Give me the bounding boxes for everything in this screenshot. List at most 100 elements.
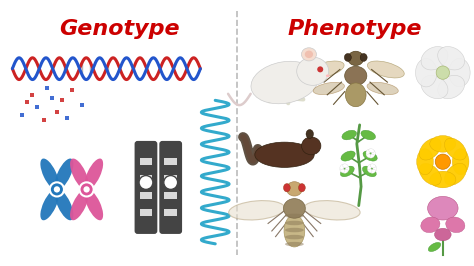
Ellipse shape bbox=[341, 151, 355, 161]
Ellipse shape bbox=[419, 138, 441, 160]
Bar bbox=[139, 158, 153, 165]
Bar bbox=[42, 118, 46, 122]
Ellipse shape bbox=[438, 75, 465, 99]
Ellipse shape bbox=[285, 228, 304, 232]
Ellipse shape bbox=[363, 166, 376, 177]
Ellipse shape bbox=[373, 166, 377, 171]
Ellipse shape bbox=[421, 75, 448, 99]
Ellipse shape bbox=[369, 149, 374, 153]
Ellipse shape bbox=[367, 82, 398, 95]
Ellipse shape bbox=[306, 130, 313, 138]
Ellipse shape bbox=[361, 130, 375, 140]
Bar bbox=[25, 100, 29, 104]
Ellipse shape bbox=[285, 214, 304, 218]
Circle shape bbox=[53, 186, 61, 193]
Circle shape bbox=[436, 66, 449, 79]
Bar bbox=[164, 175, 177, 182]
Ellipse shape bbox=[452, 149, 469, 175]
FancyBboxPatch shape bbox=[159, 141, 182, 234]
Ellipse shape bbox=[421, 47, 448, 70]
Ellipse shape bbox=[284, 215, 305, 247]
Ellipse shape bbox=[369, 154, 374, 158]
Ellipse shape bbox=[370, 164, 376, 168]
Bar bbox=[35, 105, 39, 109]
Ellipse shape bbox=[370, 169, 376, 173]
Ellipse shape bbox=[55, 189, 73, 220]
Circle shape bbox=[139, 176, 153, 189]
Ellipse shape bbox=[228, 201, 285, 220]
Bar bbox=[20, 113, 24, 117]
Ellipse shape bbox=[40, 189, 59, 220]
Ellipse shape bbox=[343, 169, 348, 173]
Ellipse shape bbox=[435, 228, 451, 241]
Ellipse shape bbox=[283, 184, 290, 192]
Ellipse shape bbox=[301, 137, 321, 155]
Ellipse shape bbox=[366, 152, 371, 158]
Bar bbox=[139, 175, 153, 182]
Bar bbox=[55, 110, 59, 114]
Ellipse shape bbox=[286, 182, 302, 196]
Ellipse shape bbox=[363, 151, 377, 161]
Ellipse shape bbox=[446, 217, 465, 232]
Ellipse shape bbox=[445, 138, 466, 160]
Ellipse shape bbox=[416, 59, 437, 87]
Ellipse shape bbox=[344, 53, 351, 61]
Ellipse shape bbox=[70, 159, 89, 190]
Bar bbox=[45, 86, 49, 90]
Ellipse shape bbox=[430, 136, 456, 152]
Bar bbox=[70, 89, 74, 92]
Bar bbox=[139, 209, 153, 216]
Ellipse shape bbox=[301, 48, 317, 61]
Ellipse shape bbox=[304, 201, 360, 220]
Circle shape bbox=[435, 154, 450, 169]
Ellipse shape bbox=[348, 51, 364, 65]
Bar bbox=[50, 96, 54, 100]
Ellipse shape bbox=[251, 61, 318, 104]
Circle shape bbox=[164, 176, 178, 189]
Ellipse shape bbox=[360, 53, 367, 61]
Ellipse shape bbox=[84, 159, 103, 190]
Ellipse shape bbox=[419, 163, 441, 185]
Ellipse shape bbox=[285, 235, 304, 239]
Bar bbox=[30, 93, 34, 97]
Ellipse shape bbox=[346, 83, 366, 107]
Ellipse shape bbox=[438, 47, 465, 70]
Ellipse shape bbox=[346, 166, 349, 171]
Ellipse shape bbox=[285, 242, 304, 246]
Bar bbox=[164, 192, 177, 199]
Circle shape bbox=[80, 182, 94, 197]
Ellipse shape bbox=[340, 168, 345, 173]
Bar bbox=[164, 158, 177, 165]
Ellipse shape bbox=[40, 159, 59, 190]
Ellipse shape bbox=[70, 189, 89, 220]
Ellipse shape bbox=[55, 159, 73, 190]
Circle shape bbox=[83, 186, 91, 193]
Ellipse shape bbox=[305, 51, 313, 58]
Text: Phenotype: Phenotype bbox=[288, 19, 422, 39]
Bar bbox=[139, 192, 153, 199]
Circle shape bbox=[317, 66, 323, 72]
Ellipse shape bbox=[367, 168, 372, 173]
Ellipse shape bbox=[343, 164, 348, 168]
Ellipse shape bbox=[313, 82, 345, 95]
Ellipse shape bbox=[342, 130, 356, 140]
Ellipse shape bbox=[299, 184, 305, 192]
Ellipse shape bbox=[283, 199, 305, 218]
Ellipse shape bbox=[345, 66, 367, 85]
Ellipse shape bbox=[84, 189, 103, 220]
Ellipse shape bbox=[367, 61, 404, 78]
Ellipse shape bbox=[285, 221, 304, 225]
Bar bbox=[164, 209, 177, 216]
Ellipse shape bbox=[428, 196, 458, 220]
Ellipse shape bbox=[372, 151, 375, 156]
Ellipse shape bbox=[421, 217, 440, 232]
Ellipse shape bbox=[428, 242, 441, 252]
FancyBboxPatch shape bbox=[135, 141, 157, 234]
Bar bbox=[65, 116, 69, 120]
Ellipse shape bbox=[417, 149, 433, 175]
Ellipse shape bbox=[297, 57, 328, 85]
Ellipse shape bbox=[430, 171, 456, 188]
Ellipse shape bbox=[367, 164, 372, 169]
Ellipse shape bbox=[326, 74, 329, 77]
Ellipse shape bbox=[255, 142, 314, 167]
